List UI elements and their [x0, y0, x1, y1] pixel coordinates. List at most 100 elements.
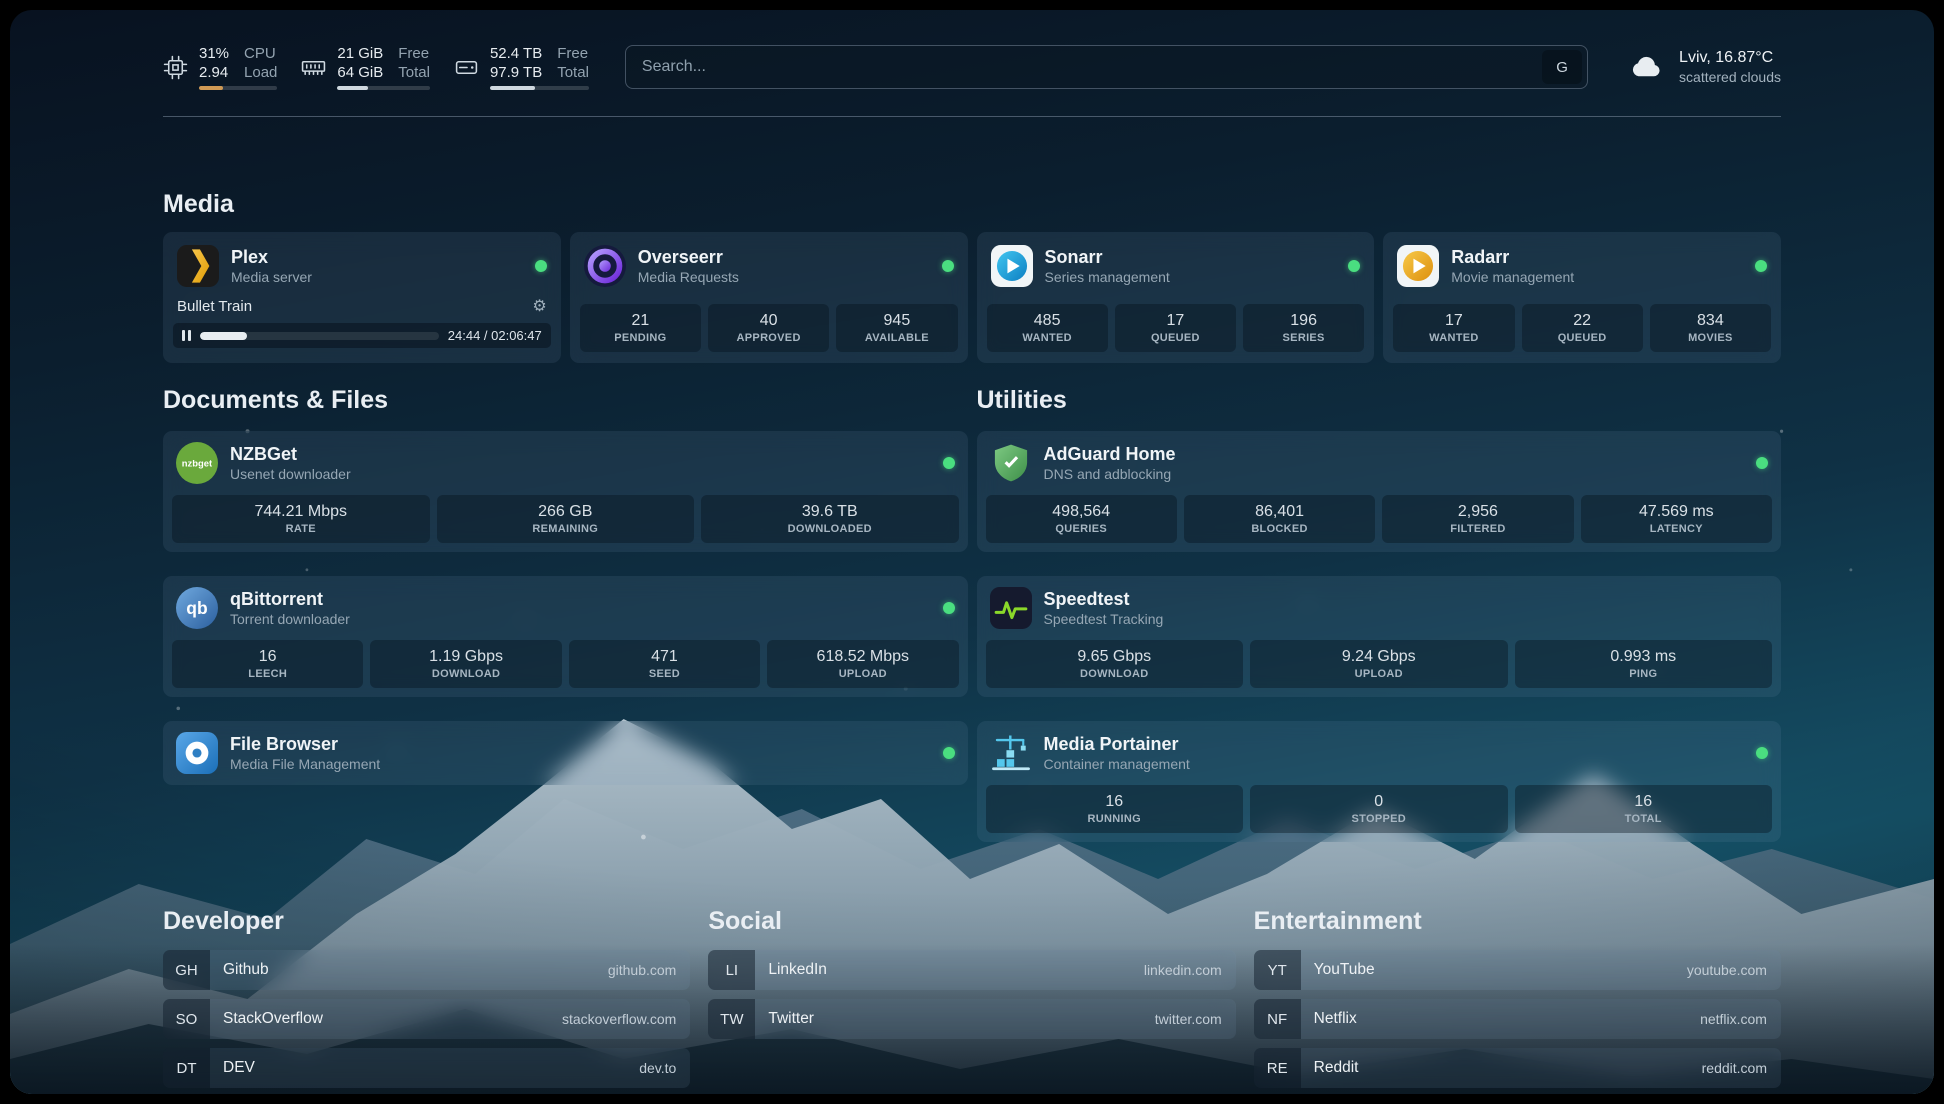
service-card-overseerr[interactable]: Overseerr Media Requests 21 PENDING 40 APP… [569, 232, 968, 363]
stat-wanted: 17 WANTED [1393, 304, 1515, 352]
gear-icon[interactable]: ⚙ [532, 297, 547, 315]
bookmark-url: github.com [607, 962, 677, 978]
bookmark-url: netflix.com [1700, 1011, 1767, 1027]
stat-total: 16 TOTAL [1514, 785, 1772, 833]
memory-total-label: Total [398, 64, 430, 81]
bookmark-abbr: LI [708, 950, 756, 990]
bookmark-url: dev.to [639, 1060, 677, 1076]
service-subtitle: Media File Management [230, 756, 381, 772]
bookmark-name: Reddit [1313, 1059, 1359, 1076]
bookmark-name: YouTube [1313, 961, 1375, 978]
service-card-qbittorrent[interactable]: qb qBittorrent Torrent downloader 16 LEEC… [163, 576, 968, 697]
section-title-utilities: Utilities [976, 386, 1067, 414]
service-title: Radarr [1451, 247, 1510, 267]
status-dot [1756, 457, 1768, 469]
stat-running: 16 RUNNING [985, 785, 1243, 833]
bookmark-url: stackoverflow.com [561, 1011, 677, 1027]
service-card-radarr[interactable]: Radarr Movie management 17 WANTED 22 QUEUE… [1383, 232, 1781, 363]
stat-latency: 47.569 ms LATENCY [1580, 495, 1772, 543]
bookmark-url: reddit.com [1701, 1060, 1767, 1076]
service-card-sonarr[interactable]: Sonarr Series management 485 WANTED 17 QUE… [976, 232, 1375, 363]
status-dot [534, 260, 547, 272]
bookmark-abbr: DT [163, 1048, 210, 1088]
speedtest-icon [989, 587, 1032, 629]
service-card-filebrowser[interactable]: File Browser Media File Management [163, 721, 968, 785]
disk-free-value: 52.4 TB [489, 45, 543, 62]
bookmark-dev[interactable]: DT DEV dev.to [163, 1048, 691, 1088]
cpu-load-value: 2.94 [199, 64, 229, 81]
memory-free-label: Free [398, 45, 430, 62]
stat-approved: 40 APPROVED [708, 304, 830, 352]
pause-icon [182, 330, 191, 341]
service-card-plex[interactable]: Plex Media server Bullet Train ⚙ 24:44 /… [163, 232, 561, 363]
stat-downloaded: 39.6 TB DOWNLOADED [701, 495, 959, 543]
disk-widget: 52.4 TB 97.9 TB Free Total [454, 44, 589, 90]
section-title-documents: Documents & Files [163, 386, 389, 414]
service-title: qBittorrent [230, 589, 323, 609]
stat-wanted: 485 WANTED [986, 304, 1108, 352]
service-title: File Browser [230, 734, 339, 754]
qbittorrent-icon: qb [176, 587, 218, 629]
bookmark-stackoverflow[interactable]: SO StackOverflow stackoverflow.com [163, 999, 691, 1039]
now-playing-title: Bullet Train [177, 298, 253, 315]
stat-remaining: 266 GB REMAINING [436, 495, 694, 543]
cpu-icon [163, 55, 188, 80]
stat-available: 945 AVAILABLE [836, 304, 958, 352]
status-dot [1755, 260, 1767, 272]
bookmark-netflix[interactable]: NF Netflix netflix.com [1253, 999, 1781, 1039]
service-card-nzbget[interactable]: nzbget NZBGet Usenet downloader 744.21 M… [163, 431, 968, 552]
playback-progress-fill [200, 331, 247, 340]
stat-queries: 498,564 QUERIES [985, 495, 1177, 543]
cpu-load-label: Load [244, 64, 278, 81]
stat-seed: 471 SEED [568, 640, 761, 688]
disk-total-value: 97.9 TB [489, 64, 543, 81]
stat-upload: 618.52 Mbps UPLOAD [767, 640, 959, 688]
bookmark-name: LinkedIn [768, 961, 827, 978]
bookmark-abbr: YT [1253, 950, 1301, 990]
bookmark-github[interactable]: GH Github github.com [163, 950, 691, 990]
service-card-speedtest[interactable]: Speedtest Speedtest Tracking 9.65 Gbps DO… [976, 576, 1781, 697]
status-dot [942, 457, 955, 469]
memory-free-value: 21 GiB [337, 45, 384, 62]
bookmark-linkedin[interactable]: LI LinkedIn linkedin.com [708, 950, 1236, 990]
service-card-portainer[interactable]: Media Portainer Container management 16 R… [976, 721, 1781, 842]
bookmark-name: StackOverflow [223, 1010, 323, 1027]
status-dot [941, 260, 954, 272]
nzbget-icon: nzbget [176, 442, 218, 484]
search-input[interactable] [625, 58, 1543, 76]
cpu-progress-bar [199, 86, 278, 90]
bookmark-abbr: TW [708, 999, 756, 1039]
stat-ping: 0.993 ms PING [1514, 640, 1772, 688]
bookmark-reddit[interactable]: RE Reddit reddit.com [1253, 1048, 1781, 1088]
memory-progress-bar [337, 86, 430, 90]
topbar-divider [163, 116, 1781, 117]
playback-progress-track [200, 331, 439, 340]
service-title: AdGuard Home [1043, 444, 1176, 464]
stat-queued: 22 QUEUED [1521, 304, 1643, 352]
bookmark-youtube[interactable]: YT YouTube youtube.com [1253, 950, 1781, 990]
stat-download: 9.65 Gbps DOWNLOAD [985, 640, 1243, 688]
status-dot [1348, 260, 1361, 272]
bookmark-name: DEV [223, 1059, 255, 1076]
stat-queued: 17 QUEUED [1114, 304, 1236, 352]
status-dot [942, 602, 955, 614]
stat-pending: 21 PENDING [579, 304, 701, 352]
service-subtitle: Series management [1044, 269, 1170, 285]
section-title-developer: Developer [163, 907, 284, 935]
service-title: Overseerr [637, 247, 723, 267]
search-provider-button[interactable]: G [1542, 50, 1583, 84]
bookmark-url: youtube.com [1686, 962, 1767, 978]
bookmark-abbr: GH [163, 950, 210, 990]
svg-text:qb: qb [186, 598, 207, 618]
status-dot [1756, 747, 1768, 759]
service-card-adguard[interactable]: AdGuard Home DNS and adblocking 498,564 Q… [976, 431, 1781, 552]
bookmark-abbr: RE [1253, 1048, 1301, 1088]
service-subtitle: Torrent downloader [230, 611, 350, 627]
service-subtitle: Speedtest Tracking [1043, 611, 1164, 627]
bookmark-twitter[interactable]: TW Twitter twitter.com [708, 999, 1236, 1039]
weather-location: Lviv, 16.87°C [1679, 49, 1774, 66]
service-title: Speedtest [1043, 589, 1130, 609]
sonarr-icon [990, 245, 1033, 287]
memory-icon [301, 55, 326, 80]
memory-total-value: 64 GiB [337, 64, 384, 81]
